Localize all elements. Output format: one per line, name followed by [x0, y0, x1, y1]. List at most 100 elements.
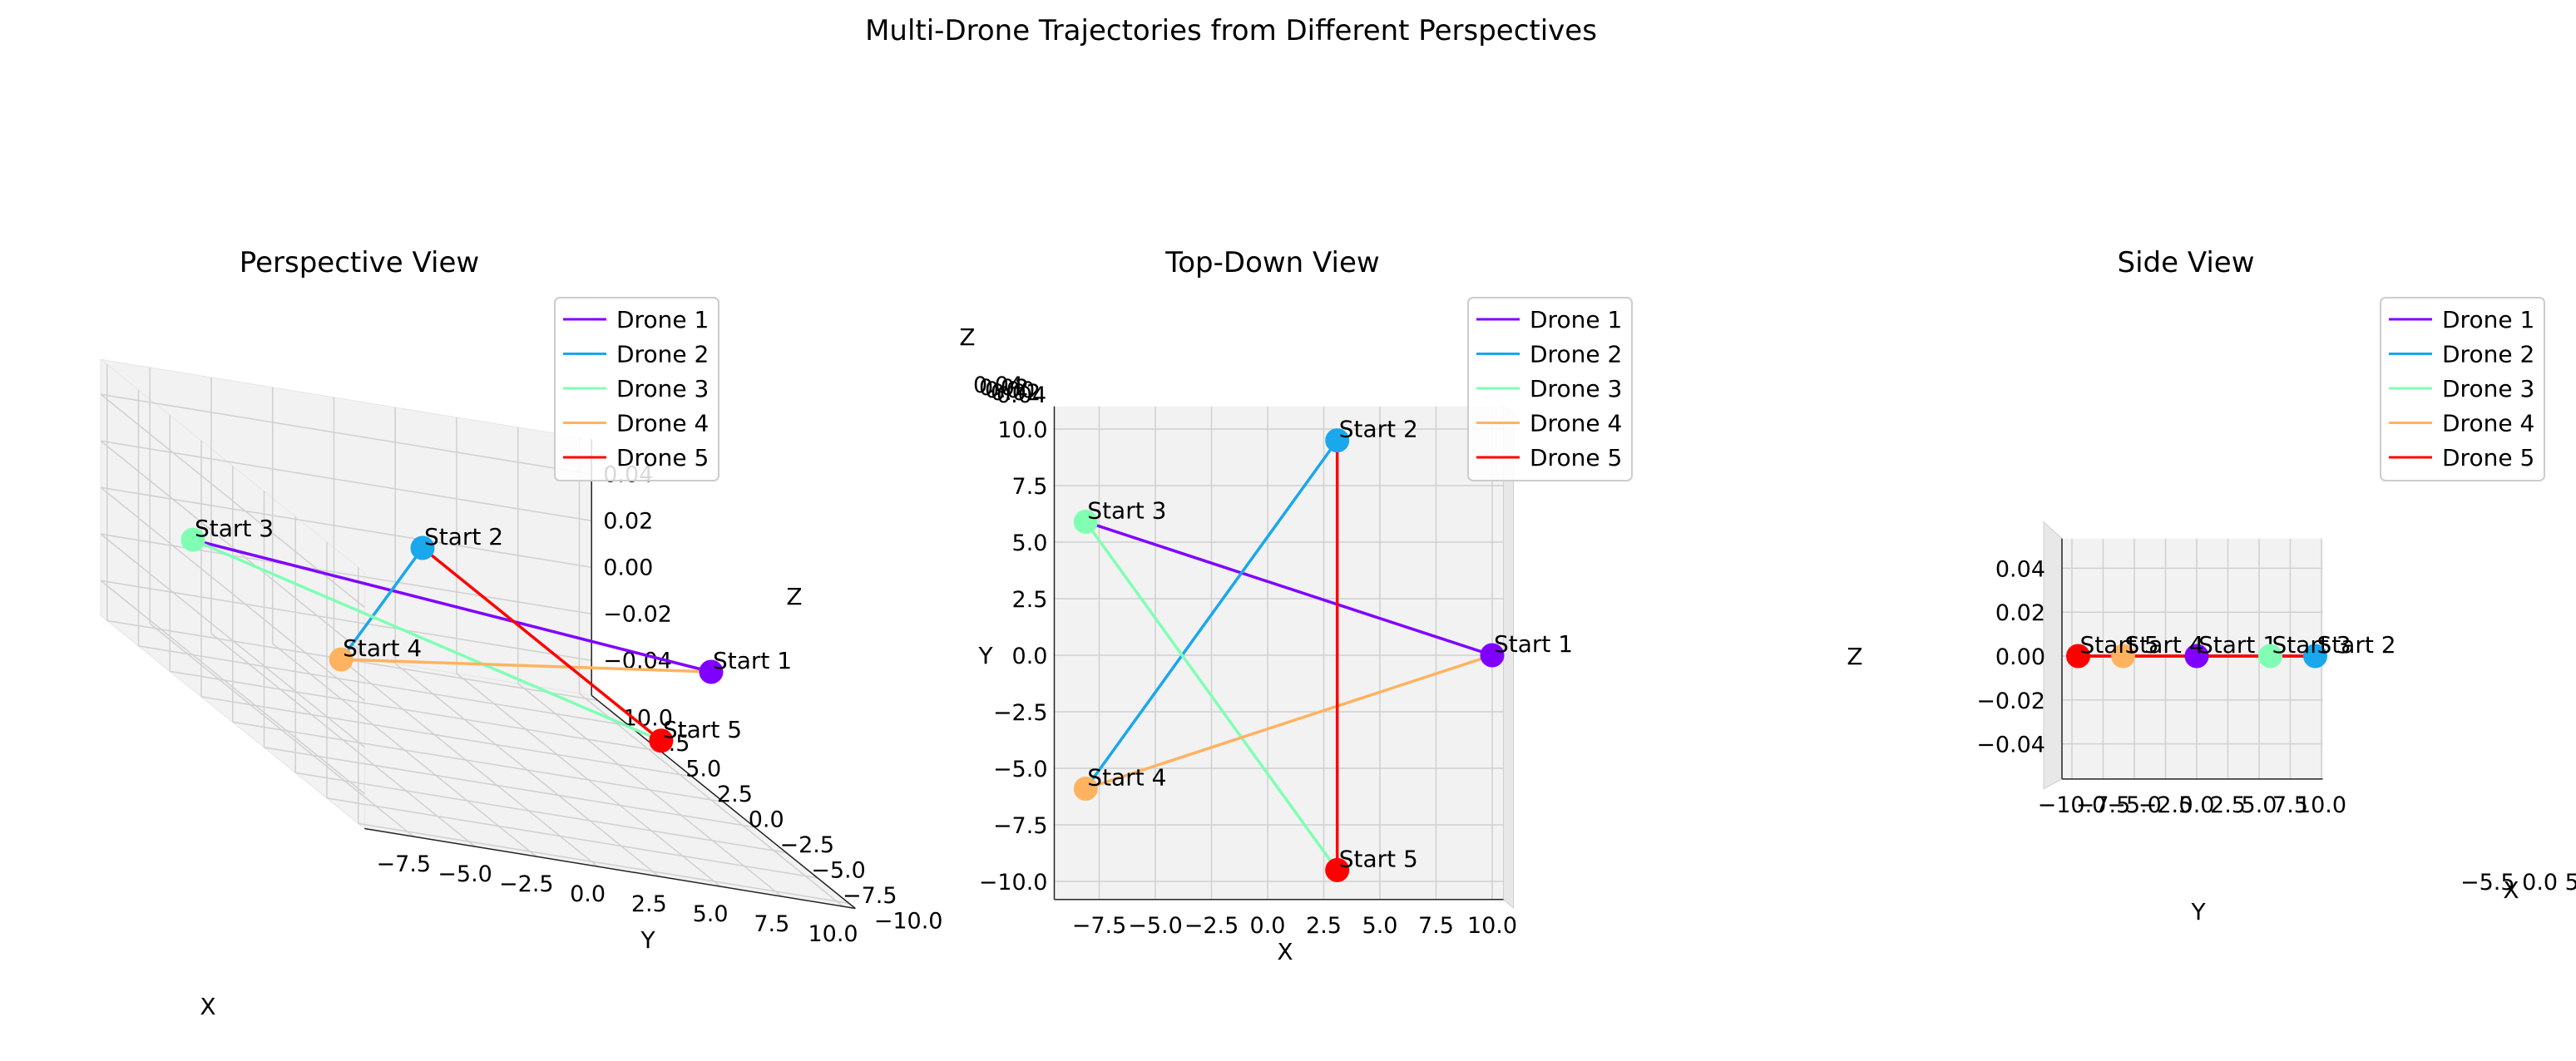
y-tick-label: −2.5: [993, 700, 1048, 726]
x-tick-label: −7.5: [377, 851, 432, 877]
x-tick-label: −7.5: [1072, 913, 1127, 939]
legend-entry: Drone 2: [2442, 341, 2534, 368]
y-tick-label: −10.0: [2038, 792, 2107, 818]
panel-top-down-view: Top-Down View −7.5 −5.0 −2.5 0.0 2.5 5.0 7.5 10.…: [959, 246, 1633, 965]
panel-title: Side View: [2117, 246, 2254, 279]
figure-title: Multi-Drone Trajectories from Different …: [865, 14, 1597, 47]
x-tick-label: 7.5: [1418, 913, 1454, 939]
start-label: Start 4: [1087, 763, 1166, 791]
x-tick-label: −2.5: [1184, 913, 1239, 939]
y-tick-label: 0.0: [2179, 792, 2215, 818]
y-axis-label: Y: [977, 642, 993, 669]
x-tick-label: 10.0: [808, 921, 858, 947]
y-tick-label: 7.5: [2272, 792, 2308, 818]
x-tick-label: 5.0: [693, 901, 729, 927]
y-tick-label: 2.5: [1012, 587, 1048, 613]
start-marker: [410, 535, 435, 560]
z-tick-label: 0.00: [985, 378, 1035, 403]
y-tick-label: 5.0: [685, 756, 721, 782]
y-tick-label: −10.0: [979, 870, 1048, 896]
z-tick-label: 0.04: [996, 382, 1046, 408]
z-axis-label: Z: [1847, 643, 1862, 670]
grid-line: [232, 721, 724, 803]
trajectory-line: [1084, 521, 1339, 871]
start-label: Start 4: [2125, 631, 2204, 659]
y-tick-label: 0.0: [1012, 644, 1048, 669]
plot-pane: [1054, 406, 1504, 900]
start-marker: [1073, 776, 1098, 801]
start-marker: [2184, 644, 2209, 669]
start-marker: [2066, 644, 2090, 669]
legend-entry: Drone 1: [1530, 306, 1622, 333]
start-marker: [1480, 643, 1505, 668]
x-axis-label: X: [1277, 938, 1293, 965]
y-tick-label: −5.0: [2107, 792, 2162, 818]
start-label: Start 4: [343, 634, 422, 662]
legend-entry: Drone 3: [2442, 375, 2534, 402]
z-tick-label: 0.02: [979, 375, 1029, 401]
x-tick-label: 0.0: [570, 881, 606, 907]
legend-entry: Drone 5: [2442, 444, 2534, 471]
grid-line: [326, 797, 818, 879]
trajectory-line: [1085, 654, 1493, 791]
trajectory-line: [192, 538, 712, 674]
y-tick-label: 5.0: [1012, 530, 1048, 556]
panel-title: Top-Down View: [1164, 246, 1379, 279]
grid-line: [100, 440, 365, 655]
start-label: Start 5: [2080, 631, 2159, 659]
y-tick-label: −7.5: [2076, 792, 2131, 818]
start-label: Start 3: [2272, 631, 2351, 659]
grid-line: [138, 645, 630, 727]
trajectory-line: [1085, 520, 1493, 657]
start-marker: [1325, 428, 1350, 453]
legend-entry: Drone 4: [1530, 410, 1622, 437]
start-label: Start 1: [713, 647, 792, 674]
grid-line: [101, 440, 592, 522]
z-tick-label: 0.00: [603, 555, 653, 580]
grid-line: [101, 580, 592, 662]
legend-box: [1467, 297, 1633, 481]
y-tick-label: −2.5: [2138, 792, 2193, 818]
z-tick-label: −0.02: [603, 601, 672, 627]
legend-entry: Drone 5: [616, 444, 709, 471]
grid-line: [101, 533, 592, 615]
panel-title: Perspective View: [240, 246, 479, 279]
z-tick-label: 0.02: [1995, 600, 2045, 626]
z-tick-label: 0.02: [603, 508, 653, 534]
y-tick-label: 7.5: [1012, 474, 1048, 500]
legend-entry: Drone 5: [1530, 444, 1622, 471]
y-tick-label: −2.5: [780, 832, 835, 858]
grid-line: [200, 696, 693, 777]
start-marker: [699, 659, 724, 684]
y-tick-label: 2.5: [717, 782, 753, 807]
legend-entry: Drone 3: [616, 375, 709, 402]
y-tick-label: −5.0: [993, 757, 1048, 782]
y-tick-label: 0.0: [749, 807, 784, 832]
legend-box: [554, 297, 719, 481]
grid-line: [100, 486, 365, 702]
x-tick-label: 2.5: [631, 891, 667, 917]
grid-line: [295, 772, 787, 854]
z-tick-label: 0.00: [1995, 644, 2045, 670]
trajectory-line: [1084, 439, 1339, 790]
x-tick-label: −5.5 0.0 5.0 10.0: [2460, 870, 2576, 896]
y-axis-label: Y: [640, 926, 655, 954]
y-tick-label: −5.0: [811, 857, 866, 883]
trajectory-line: [339, 546, 424, 661]
x-tick-label: 5.0: [1362, 913, 1398, 939]
start-label: Start 2: [2317, 631, 2396, 659]
panel-side-view: Side View −10.0−7.5−5.0−2.50.02.55.07.510…: [1847, 246, 2576, 925]
y-axis-label: Y: [2190, 898, 2206, 925]
start-label: Start 2: [1339, 416, 1418, 443]
grid-line: [101, 486, 592, 569]
legend-entry: Drone 3: [1530, 375, 1622, 402]
grid-line: [358, 822, 849, 905]
y-tick-label: 10.0: [997, 417, 1047, 443]
start-marker: [649, 728, 674, 753]
x-axis-label: X: [2503, 876, 2519, 904]
start-label: Start 5: [1339, 845, 1418, 872]
legend-entry: Drone 4: [2442, 410, 2534, 437]
trajectory-line: [341, 658, 712, 674]
z-tick-label: 0.04: [1995, 556, 2045, 582]
